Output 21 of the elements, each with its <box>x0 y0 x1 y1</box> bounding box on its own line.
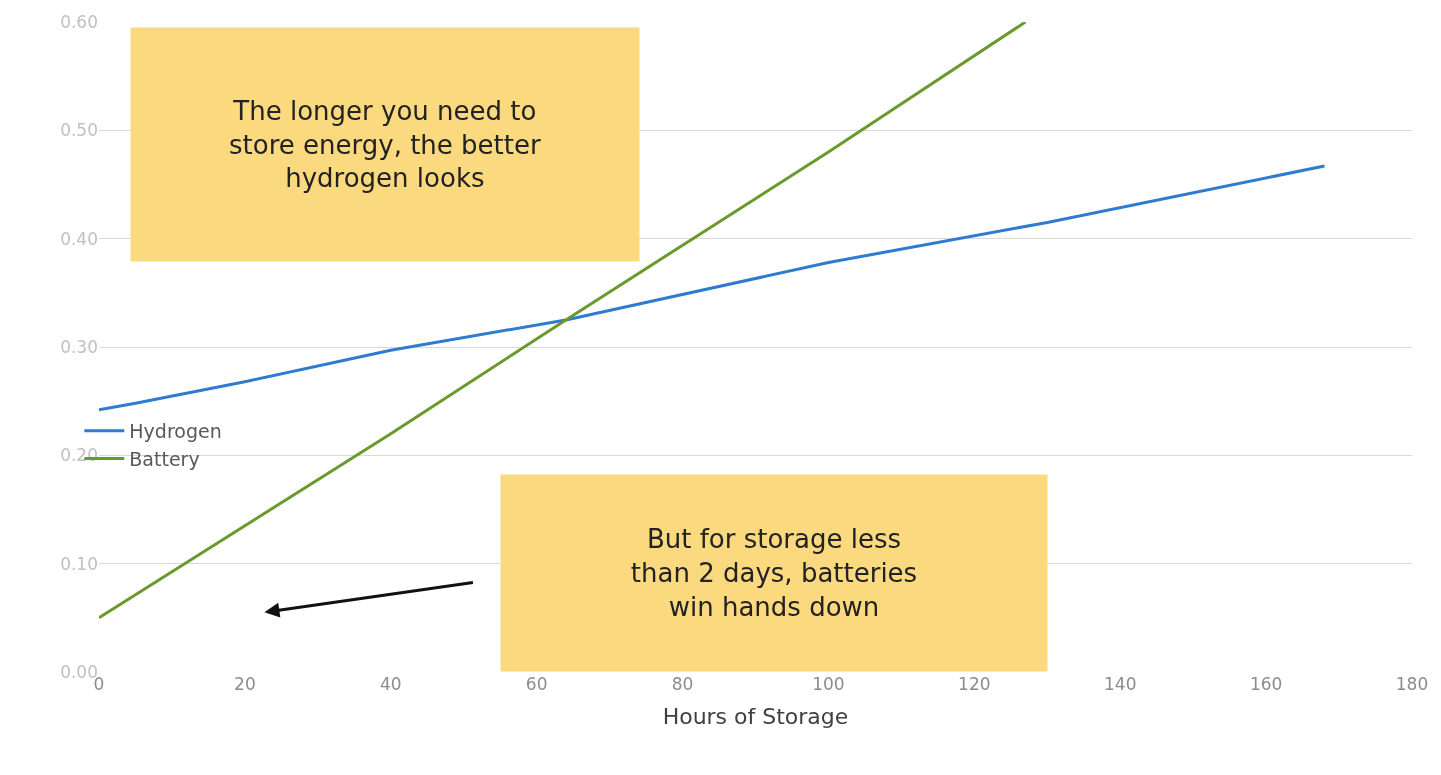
x-axis-title: Hours of Storage <box>662 703 849 729</box>
x-tick-label: 80 <box>671 674 694 694</box>
x-tick-label: 160 <box>1249 674 1283 694</box>
annotation: The longer you need to store energy, the better hydrogen looks <box>229 95 541 194</box>
x-tick-label: 180 <box>1395 674 1429 694</box>
x-tick-label: 100 <box>812 674 845 694</box>
x-tick-label: 140 <box>1103 674 1137 694</box>
legend-label: Battery <box>129 447 200 470</box>
annotation: But for storage less than 2 days, batteries win hands down <box>630 524 918 622</box>
y-tick-label: 0.10 <box>60 553 98 574</box>
x-tick-label: 20 <box>234 674 256 694</box>
line-series <box>99 164 1326 412</box>
x-tick-label: 40 <box>379 674 402 694</box>
y-tick-label: 0.60 <box>60 11 98 32</box>
line-series <box>99 22 1027 620</box>
y-tick-label: 0.50 <box>60 120 98 141</box>
y-tick-label: 0.40 <box>60 228 98 249</box>
y-tick-label: 0.30 <box>60 336 98 357</box>
x-tick-label: 60 <box>525 674 548 694</box>
x-tick-label: 120 <box>958 674 991 694</box>
legend-label: Hydrogen <box>129 420 222 443</box>
